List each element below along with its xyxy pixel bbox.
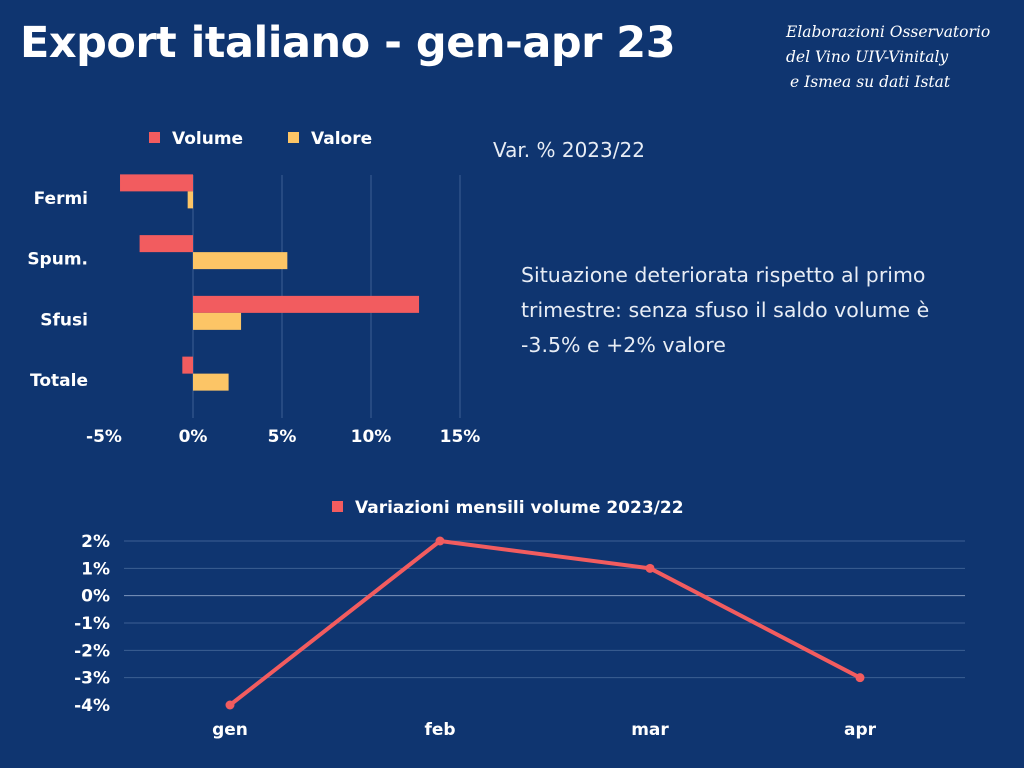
category-label: Spum. [27,250,88,270]
source-credit: Elaborazioni Osservatorio del Vino UIV-V… [786,20,1018,95]
category-label: Sfusi [40,310,88,330]
legend-swatch-valore [288,132,299,143]
x-tick-label: 10% [351,427,392,447]
bar-volume [120,174,193,192]
legend-swatch-line [332,501,343,512]
y-tick-label: -1% [74,614,110,634]
y-tick-label: -2% [74,641,110,661]
x-tick-label: 15% [440,427,481,447]
legend-label-volume: Volume [172,129,243,149]
category-label: Totale [30,371,88,391]
y-tick-label: 1% [81,559,110,579]
bar-legend: Volume Valore [149,129,372,149]
y-tick-label: -3% [74,669,110,689]
x-tick-label: 5% [268,427,297,447]
source-line: Elaborazioni Osservatorio [786,23,991,41]
legend-label-valore: Valore [311,129,372,149]
legend-label-line: Variazioni mensili volume 2023/22 [355,498,684,518]
source-line: del Vino UIV-Vinitaly [786,48,949,66]
commentary-text: Situazione deteriorata rispetto al primo… [521,263,930,357]
bar-volume [193,295,420,313]
bar-volume [139,235,193,253]
y-tick-label: 2% [81,532,110,552]
series-line [228,539,861,707]
bar-valore [193,373,229,391]
source-line: e Ismea su dati Istat [790,73,951,91]
data-point [855,673,865,683]
bar-valore [193,312,242,330]
x-tick-label: feb [424,720,455,740]
bar-valore [187,191,193,209]
data-point [435,536,445,546]
data-point [225,700,235,710]
chart-subtitle: Var. % 2023/22 [493,138,645,162]
bar-chart: -5% 0% 5% 10% 15% Volume Valore Fermi Spum. Sfusi… [27,129,480,447]
page-title: Export italiano - gen-apr 23 [20,18,676,68]
y-tick-label: -4% [74,696,110,716]
x-tick-label: -5% [86,427,122,447]
x-tick-label: mar [631,720,669,740]
legend-swatch-volume [149,132,160,143]
bar-volume [182,356,193,374]
x-tick-label: 0% [179,427,208,447]
y-tick-label: 0% [81,587,110,607]
x-tick-label: apr [844,720,877,740]
bar-valore [193,252,288,270]
data-point [645,563,655,573]
line-chart: 2% 1% 0% -1% -2% -3% -4% Variazioni mensili vol… [74,498,965,740]
x-tick-label: gen [212,720,248,740]
category-label: Fermi [34,189,88,209]
